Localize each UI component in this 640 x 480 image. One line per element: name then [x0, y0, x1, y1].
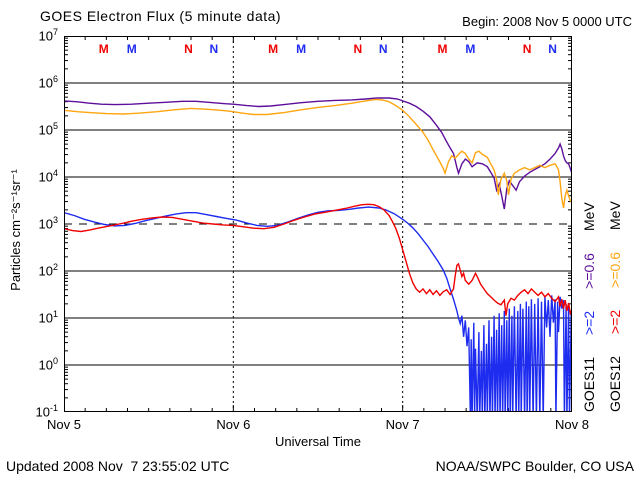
day-marker-letter: N	[548, 42, 557, 56]
curves-group	[64, 97, 572, 412]
day-boundary-group	[232, 36, 404, 412]
day-marker-letter: M	[437, 42, 447, 56]
flux-curve-goes12-0-6-mev	[64, 98, 572, 209]
legend-goes12-satellite: GOES12	[607, 355, 623, 412]
legend-goes11-satellite: GOES11	[581, 357, 597, 412]
flux-curve-goes11-0-6-mev	[64, 97, 572, 210]
day-marker-letter: N	[184, 42, 193, 56]
page-title: GOES Electron Flux (5 minute data)	[40, 8, 282, 24]
legend-goes11-e2: >=2	[581, 310, 597, 335]
flux-curve-goes12-2-mev	[64, 203, 572, 316]
x-tick-label: Nov 8	[555, 417, 589, 432]
y-tick-label: 101	[38, 309, 58, 326]
y-tick-label: 10-1	[35, 403, 58, 420]
updated-timestamp: Updated 2008 Nov 7 23:55:02 UTC	[6, 458, 230, 474]
legend-goes12-e2: >=2	[607, 309, 623, 334]
y-tick-label: 106	[38, 74, 58, 91]
day-marker-letter: M	[296, 42, 306, 56]
source-attribution: NOAA/SWPC Boulder, CO USA	[435, 458, 634, 474]
day-marker-letter: M	[268, 42, 278, 56]
day-marker-letter: N	[379, 42, 388, 56]
y-tick-label: 105	[38, 121, 58, 138]
legend-goes11-mev: MeV	[581, 202, 597, 232]
y-axis-label: Particles cm⁻²s⁻¹sr⁻¹	[8, 169, 23, 291]
day-marker-letter: M	[127, 42, 137, 56]
x-tick-label: Nov 5	[47, 417, 81, 432]
legend-goes12-e06: >=0.6	[607, 252, 623, 288]
frame-group	[64, 36, 572, 412]
grid-group	[64, 82, 572, 366]
legend-goes11-e06: >=0.6	[581, 253, 597, 289]
legend-goes11: GOES11 >=2 >=0.6 MeV	[581, 180, 597, 412]
x-tick-label: Nov 6	[216, 417, 251, 432]
day-marker-letter: N	[353, 42, 362, 56]
legend-goes12: GOES12 >=2 >=0.6 MeV	[607, 179, 623, 412]
day-marker-letter: M	[465, 42, 475, 56]
day-marker-letter: M	[99, 42, 109, 56]
day-marker-letter: N	[523, 42, 532, 56]
begin-label: Begin: 2008 Nov 5 0000 UTC	[462, 14, 632, 29]
flux-curve-goes11-2-mev	[64, 206, 572, 412]
day-marker-letter: N	[210, 42, 219, 56]
legend-goes12-mev: MeV	[607, 201, 623, 230]
x-axis-label: Universal Time	[275, 434, 361, 449]
y-tick-label: 107	[38, 27, 58, 44]
x-tick-label: Nov 7	[385, 417, 420, 432]
y-tick-label: 100	[38, 356, 58, 373]
